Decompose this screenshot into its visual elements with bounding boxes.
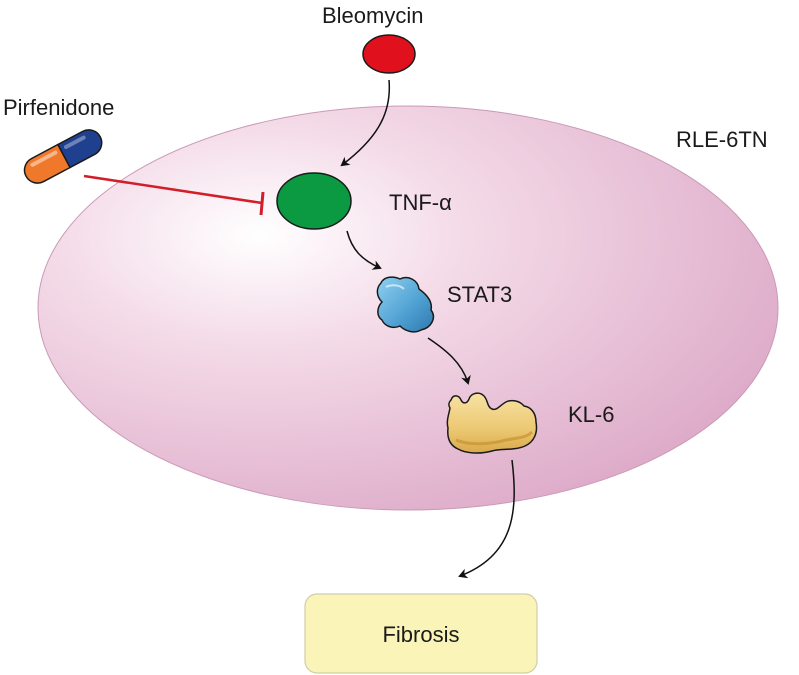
stat3-label: STAT3 — [447, 282, 512, 307]
arrow-tnf-to-stat3 — [346, 230, 382, 270]
arrow-kl6-to-fibrosis — [458, 459, 515, 579]
tnf-alpha-label: TNF-α — [389, 190, 452, 215]
kl6-label: KL-6 — [568, 402, 614, 427]
fibrosis-box — [304, 593, 538, 674]
bleomycin-dot-icon — [362, 34, 416, 74]
inhibition-line — [83, 174, 263, 205]
fibrosis-label: Fibrosis — [382, 622, 459, 647]
stat3-protein-icon — [376, 276, 435, 333]
inhibition-bar — [259, 191, 265, 216]
arrow-stat3-to-kl6 — [427, 337, 471, 385]
arrow-bleomycin-to-tnf — [340, 79, 391, 167]
pill-capsule-icon — [23, 129, 103, 184]
tnf-alpha-icon — [276, 172, 352, 230]
cell-line-label: RLE-6TN — [676, 127, 768, 152]
pirfenidone-label: Pirfenidone — [3, 95, 114, 120]
bleomycin-label: Bleomycin — [322, 3, 423, 28]
